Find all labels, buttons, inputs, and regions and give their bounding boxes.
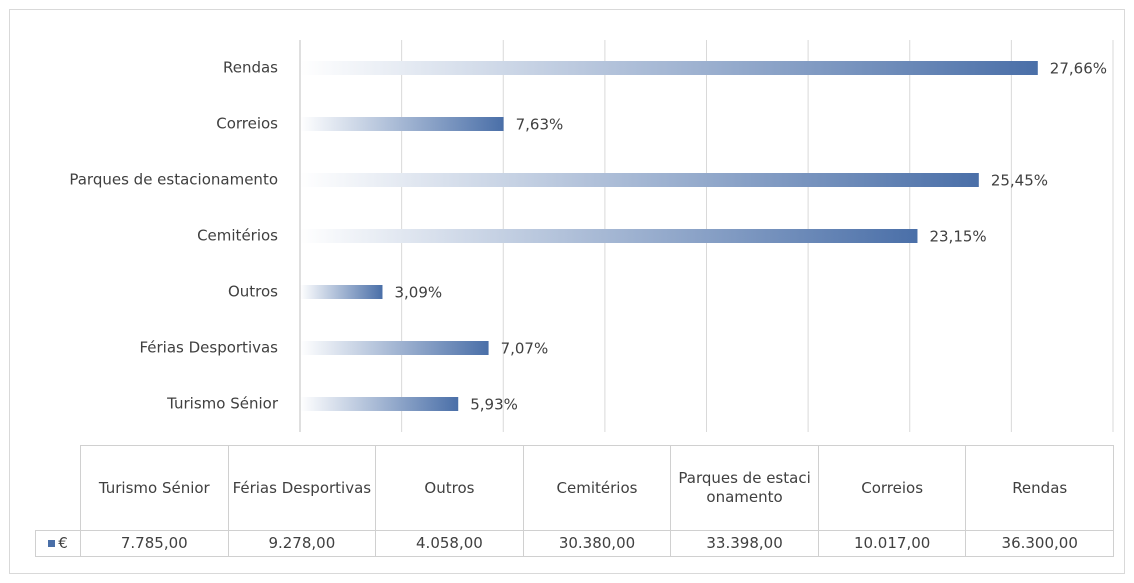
table-value: 36.300,00 <box>965 530 1114 557</box>
bar <box>300 229 918 243</box>
bar <box>300 341 489 355</box>
table-value: 9.278,00 <box>227 530 377 557</box>
bar-label: 7,63% <box>516 116 564 134</box>
chart-border <box>9 9 1125 574</box>
table-header: Cemitérios <box>522 445 672 531</box>
table-header: Outros <box>375 445 524 531</box>
category-label: Turismo Sénior <box>166 395 279 413</box>
bar-label: 23,15% <box>929 228 986 246</box>
bar <box>300 117 504 131</box>
table-header: Férias Desportivas <box>227 445 377 531</box>
category-label: Cemitérios <box>197 227 278 245</box>
bar <box>300 173 979 187</box>
table-header: Parques de estacionamento <box>670 445 819 531</box>
category-label: Rendas <box>223 59 278 77</box>
category-label: Correios <box>216 115 278 133</box>
table-header: Turismo Sénior <box>80 445 229 531</box>
category-label: Férias Desportivas <box>139 339 278 357</box>
bar-label: 27,66% <box>1050 60 1107 78</box>
table-value: 10.017,00 <box>817 530 967 557</box>
table-value: 30.380,00 <box>522 530 672 557</box>
bar-label: 25,45% <box>991 172 1048 190</box>
bar <box>300 397 459 411</box>
table-value: 7.785,00 <box>80 530 229 557</box>
table-value: 4.058,00 <box>375 530 524 557</box>
legend-cell: € <box>35 530 81 557</box>
bar-label: 5,93% <box>470 396 518 414</box>
bar-label: 3,09% <box>394 284 442 302</box>
table-header: Rendas <box>965 445 1114 531</box>
legend-label: € <box>58 534 68 552</box>
table-value: 33.398,00 <box>670 530 819 557</box>
legend-swatch <box>48 540 56 547</box>
bar <box>300 61 1038 75</box>
category-label: Outros <box>228 283 278 301</box>
bar <box>300 285 383 299</box>
table-header: Correios <box>817 445 967 531</box>
category-label: Parques de estacionamento <box>69 171 278 189</box>
bar-label: 7,07% <box>501 340 549 358</box>
